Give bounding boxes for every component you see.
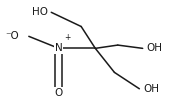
- Text: OH: OH: [147, 43, 163, 53]
- Text: N: N: [55, 43, 63, 53]
- Text: OH: OH: [143, 84, 160, 94]
- Text: ⁻O: ⁻O: [5, 31, 19, 41]
- Text: HO: HO: [32, 7, 48, 17]
- Text: O: O: [55, 88, 63, 98]
- Text: +: +: [65, 33, 71, 42]
